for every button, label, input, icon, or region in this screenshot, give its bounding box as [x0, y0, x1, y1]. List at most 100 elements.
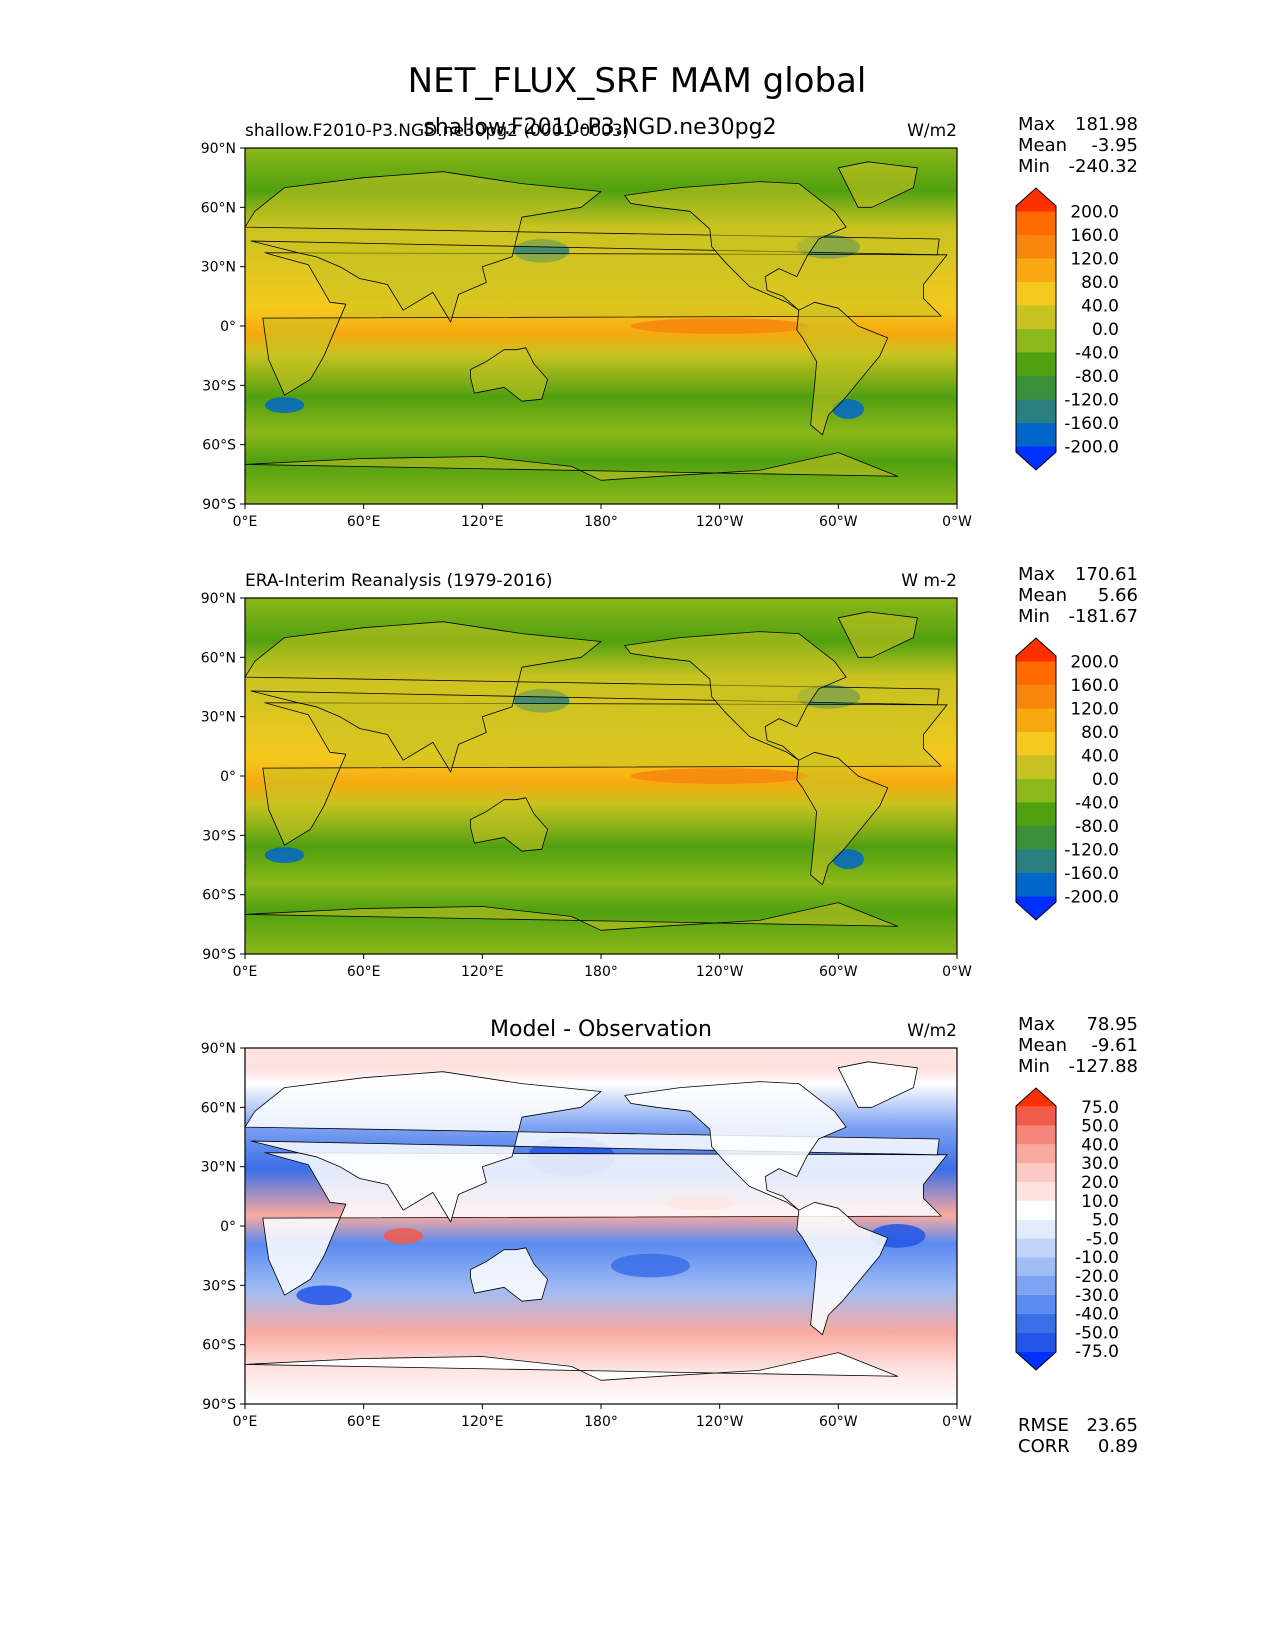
coastline-australia: [470, 797, 548, 852]
panel-units: W/m2: [907, 121, 957, 141]
lon-tick-label: 0°E: [233, 964, 258, 980]
field-feature: [264, 397, 305, 414]
lon-tick-label: 120°W: [696, 964, 744, 980]
colorbar-label: 40.0: [1081, 747, 1119, 767]
colorbar-segment: [1016, 258, 1056, 282]
colorbar-segment: [1016, 1351, 1056, 1370]
coastline-greenland: [837, 1061, 918, 1108]
colorbar-segment: [1016, 188, 1056, 212]
colorbar-segment: [1016, 1163, 1056, 1182]
colorbar-segment: [1016, 1144, 1056, 1164]
colorbar-label: -40.0: [1075, 1305, 1119, 1325]
colorbar-label: -5.0: [1086, 1229, 1119, 1249]
lon-tick-label: 120°W: [696, 514, 744, 530]
stat-value: 78.95: [1086, 1014, 1138, 1035]
colorbar-label: 30.0: [1081, 1154, 1119, 1174]
colorbar-segment: [1016, 1088, 1056, 1107]
colorbar-segment: [1016, 896, 1056, 920]
lat-tick-label: 90°S: [202, 497, 236, 513]
bottom-stat-label: CORR: [1018, 1436, 1070, 1457]
coastline-greenland: [837, 611, 918, 658]
colorbar-segment: [1016, 661, 1056, 685]
coastline-antarctica: [244, 902, 899, 931]
lat-tick-label: 60°N: [201, 200, 236, 216]
colorbar-label: -200.0: [1064, 438, 1119, 458]
lon-tick-label: 120°E: [461, 1414, 504, 1430]
lon-tick-label: 60°E: [347, 1414, 381, 1430]
colorbar-label: 200.0: [1070, 203, 1119, 223]
lat-tick-label: 30°N: [201, 260, 236, 276]
stat-label: Mean: [1018, 135, 1067, 156]
field-feature: [630, 318, 809, 334]
colorbar-segment: [1016, 1332, 1056, 1352]
colorbar-segment: [1016, 638, 1056, 662]
colorbar-label: 40.0: [1081, 297, 1119, 317]
colorbar-outline: [1015, 637, 1057, 921]
lat-tick-label: 60°N: [201, 650, 236, 666]
lon-tick-label: 180°: [584, 514, 618, 530]
colorbar-label: 0.0: [1092, 320, 1119, 340]
panel-model: 90°N 60°N 30°N 0° 30°S 60°S 90°S0°E 60°E 120°E 18…: [201, 114, 1138, 530]
stat-value: -127.88: [1069, 1056, 1138, 1077]
colorbar-label: 80.0: [1081, 273, 1119, 293]
colorbar-segment: [1016, 732, 1056, 756]
lon-tick-label: 60°E: [347, 964, 381, 980]
colorbar-segment: [1016, 1313, 1056, 1333]
field-feature: [630, 768, 809, 784]
coastline-namerica: [624, 1081, 847, 1211]
colorbar-segment: [1016, 1182, 1056, 1201]
stat-value: 181.98: [1075, 114, 1138, 135]
lon-tick-label: 120°E: [461, 964, 504, 980]
colorbar-segment: [1016, 1276, 1056, 1295]
colorbar-label: -80.0: [1075, 367, 1119, 387]
colorbar-label: -40.0: [1075, 344, 1119, 364]
colorbar-label: 75.0: [1081, 1098, 1119, 1118]
colorbar-segment: [1016, 282, 1056, 306]
colorbar-segment: [1016, 1219, 1056, 1239]
colorbar-segment: [1016, 1294, 1056, 1314]
colorbar-label: 160.0: [1070, 226, 1119, 246]
colorbar-label: -200.0: [1064, 888, 1119, 908]
lat-tick-label: 90°S: [202, 947, 236, 963]
bottom-stat-value: 0.89: [1098, 1436, 1138, 1457]
lon-tick-label: 0°E: [233, 1414, 258, 1430]
lat-tick-label: 60°N: [201, 1100, 236, 1116]
colorbar-label: 10.0: [1081, 1192, 1119, 1212]
lon-tick-label: 0°W: [942, 1414, 972, 1430]
panel-units: W m-2: [901, 571, 957, 591]
colorbar-segment: [1016, 1125, 1056, 1145]
colorbar-label: 0.0: [1092, 770, 1119, 790]
colorbar-segment: [1016, 305, 1056, 329]
stat-value: 170.61: [1075, 564, 1138, 585]
coastline-samerica: [796, 301, 889, 436]
lon-tick-label: 120°E: [461, 514, 504, 530]
lat-tick-label: 90°S: [202, 1397, 236, 1413]
colorbar-label: 200.0: [1070, 653, 1119, 673]
colorbar-label: 20.0: [1081, 1173, 1119, 1193]
coastline-australia: [470, 347, 548, 402]
colorbar-segment: [1016, 352, 1056, 376]
stat-value: -3.95: [1091, 135, 1138, 156]
coastline-eurasia: [244, 171, 940, 323]
colorbar-label: -50.0: [1075, 1323, 1119, 1343]
panel-obs: 90°N 60°N 30°N 0° 30°S 60°S 90°S0°E 60°E 120°E 18…: [201, 564, 1138, 980]
colorbar-segment: [1016, 235, 1056, 259]
coastline-antarctica: [244, 1352, 899, 1381]
stat-label: Min: [1018, 156, 1050, 177]
colorbar-label: -40.0: [1075, 794, 1119, 814]
lon-tick-label: 60°W: [819, 964, 858, 980]
coastline-samerica: [796, 1201, 889, 1336]
colorbar-segment: [1016, 329, 1056, 353]
lat-tick-label: 60°S: [202, 438, 236, 454]
colorbar-label: 5.0: [1092, 1211, 1119, 1231]
colorbar-segment: [1016, 1106, 1056, 1126]
lat-tick-label: 30°S: [202, 378, 236, 394]
colorbar-segment: [1016, 399, 1056, 423]
lat-tick-label: 0°: [220, 769, 236, 785]
stat-label: Mean: [1018, 585, 1067, 606]
stat-value: 5.66: [1098, 585, 1138, 606]
lat-tick-label: 90°N: [201, 1041, 236, 1057]
colorbar-label: -120.0: [1064, 391, 1119, 411]
stat-value: -9.61: [1091, 1035, 1138, 1056]
lat-tick-label: 30°S: [202, 828, 236, 844]
